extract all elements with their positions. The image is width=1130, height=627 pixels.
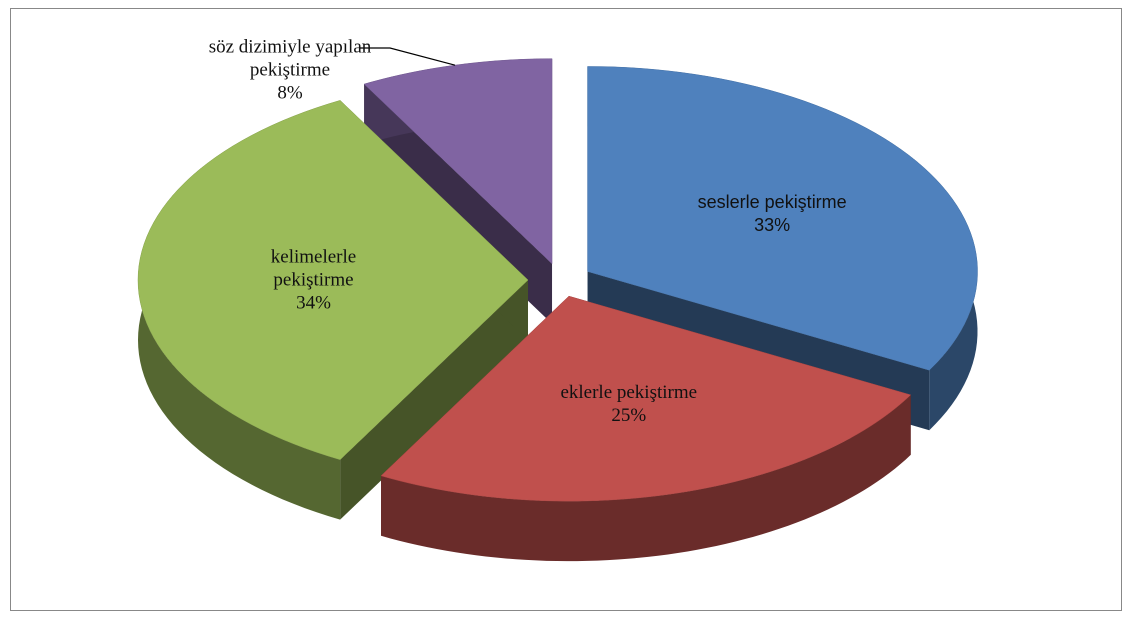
data-label: seslerle pekiştirme 33%: [642, 191, 902, 237]
category-label: eklerle pekiştirme: [560, 382, 698, 404]
slice-tops: [137, 58, 978, 502]
value-label: 34%: [296, 292, 331, 314]
value-label: 8%: [277, 82, 303, 104]
category-label: söz dizimiyle yapılan pekiştirme: [208, 36, 372, 81]
slice-side: [381, 394, 911, 562]
value-label: 25%: [611, 405, 647, 427]
data-label: eklerle pekiştirme 25%: [499, 381, 759, 427]
slice-wall: [340, 280, 528, 520]
chart-frame: [10, 8, 1122, 611]
slice-top: [587, 66, 978, 371]
leader-line: [360, 47, 456, 66]
data-label: kelimelerle pekiştirme 34%: [244, 246, 384, 315]
slice-top: [380, 295, 912, 502]
category-label: kelimelerle pekiştirme: [270, 246, 357, 291]
slice-top: [137, 100, 529, 460]
value-label: 33%: [754, 215, 791, 236]
data-label: söz dizimiyle yapılan pekiştirme 8%: [165, 36, 415, 105]
category-label: seslerle pekiştirme: [697, 192, 847, 213]
